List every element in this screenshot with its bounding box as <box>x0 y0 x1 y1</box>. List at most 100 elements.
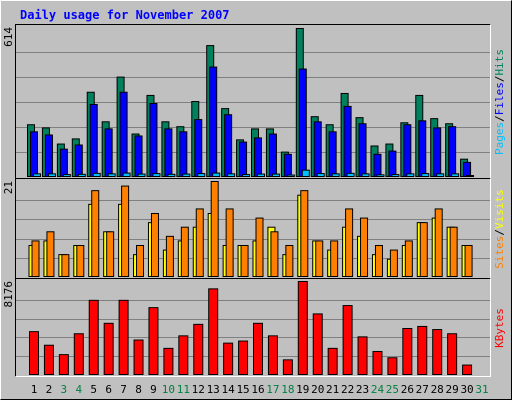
y-tick-label: 21 <box>2 181 15 194</box>
bar <box>346 172 355 178</box>
bar <box>164 128 173 178</box>
bar <box>417 325 428 376</box>
y-tick-label: 614 <box>2 27 15 47</box>
bar <box>150 213 159 277</box>
panel-border-dark <box>15 24 491 179</box>
bar <box>255 217 264 277</box>
bar <box>193 323 204 375</box>
bar <box>223 342 234 376</box>
bar <box>74 144 83 178</box>
x-tick-label: 13 <box>207 383 220 396</box>
bar <box>358 123 367 178</box>
bar <box>301 169 310 177</box>
bar <box>31 240 40 278</box>
legend-entry: Hits <box>493 49 506 76</box>
chart-title: Daily usage for November 2007 <box>20 8 230 22</box>
bar <box>418 120 427 178</box>
bar <box>242 174 251 178</box>
x-tick-label: 11 <box>177 383 190 396</box>
x-tick-label: 8 <box>135 383 142 396</box>
x-tick-label: 24 <box>371 383 385 396</box>
bar <box>104 128 113 178</box>
legend-separator: / <box>493 115 506 122</box>
legend: KBytes <box>493 308 506 348</box>
bar <box>30 131 38 178</box>
x-tick-label: 14 <box>222 383 236 396</box>
x-tick-label: 22 <box>341 383 354 396</box>
legend-separator: / <box>493 76 506 83</box>
bar <box>180 226 189 277</box>
bar <box>432 329 443 375</box>
bar <box>137 173 146 177</box>
bar <box>238 340 249 376</box>
bar <box>300 190 309 277</box>
bar <box>361 173 370 178</box>
legend: Pages/Files/Hits <box>493 49 506 155</box>
legend-entry: Sites <box>493 236 506 269</box>
bar <box>210 181 219 277</box>
bar <box>268 133 277 178</box>
bar <box>286 174 295 178</box>
bar <box>283 153 292 178</box>
bar <box>315 240 324 278</box>
bar <box>165 235 174 278</box>
bar <box>312 313 323 375</box>
bar <box>77 173 86 177</box>
bar <box>209 66 218 177</box>
bar <box>254 137 262 177</box>
bar <box>119 91 128 177</box>
bar <box>391 174 400 178</box>
bar <box>376 174 385 177</box>
bar <box>73 333 84 376</box>
x-tick-label: 7 <box>120 383 127 396</box>
bar <box>122 172 131 177</box>
bar <box>33 173 41 178</box>
x-tick-label: 1 <box>31 383 38 396</box>
bar <box>182 173 191 177</box>
bar <box>44 134 53 177</box>
legend-entry: Files <box>493 82 506 115</box>
x-tick-label: 27 <box>416 383 429 396</box>
bar <box>179 131 188 178</box>
bar <box>121 185 130 277</box>
bar <box>227 173 236 178</box>
legend-entry: Visits <box>493 189 506 229</box>
x-tick-label: 31 <box>475 383 488 396</box>
bar <box>148 307 159 375</box>
bar <box>433 127 442 177</box>
bar <box>212 172 221 177</box>
bar <box>59 148 68 178</box>
bar <box>134 135 143 177</box>
bar <box>421 173 430 177</box>
bar <box>466 175 475 178</box>
panel-border-light <box>15 278 491 377</box>
bar <box>149 102 158 177</box>
legend-separator: / <box>493 229 506 236</box>
bar <box>297 281 308 375</box>
bar <box>133 339 144 376</box>
x-tick-label: 4 <box>75 383 82 396</box>
bar <box>163 347 174 376</box>
bar <box>342 305 353 375</box>
bar <box>88 299 99 375</box>
x-tick-label: 3 <box>61 383 68 396</box>
bar <box>436 173 445 178</box>
bar <box>197 173 206 177</box>
bar <box>343 105 352 177</box>
bar <box>208 288 219 375</box>
bar <box>76 245 85 277</box>
bar <box>330 240 339 278</box>
bar <box>58 354 69 376</box>
bar <box>387 357 398 376</box>
bar <box>225 208 234 277</box>
x-tick-label: 9 <box>150 383 157 396</box>
x-tick-label: 5 <box>90 383 97 396</box>
bar <box>253 322 263 375</box>
bar <box>462 364 473 376</box>
x-tick-label: 28 <box>431 383 444 396</box>
bar <box>282 359 293 376</box>
bar <box>447 333 458 376</box>
bar <box>451 173 460 178</box>
x-tick-label: 6 <box>105 383 112 396</box>
bar <box>106 231 115 278</box>
